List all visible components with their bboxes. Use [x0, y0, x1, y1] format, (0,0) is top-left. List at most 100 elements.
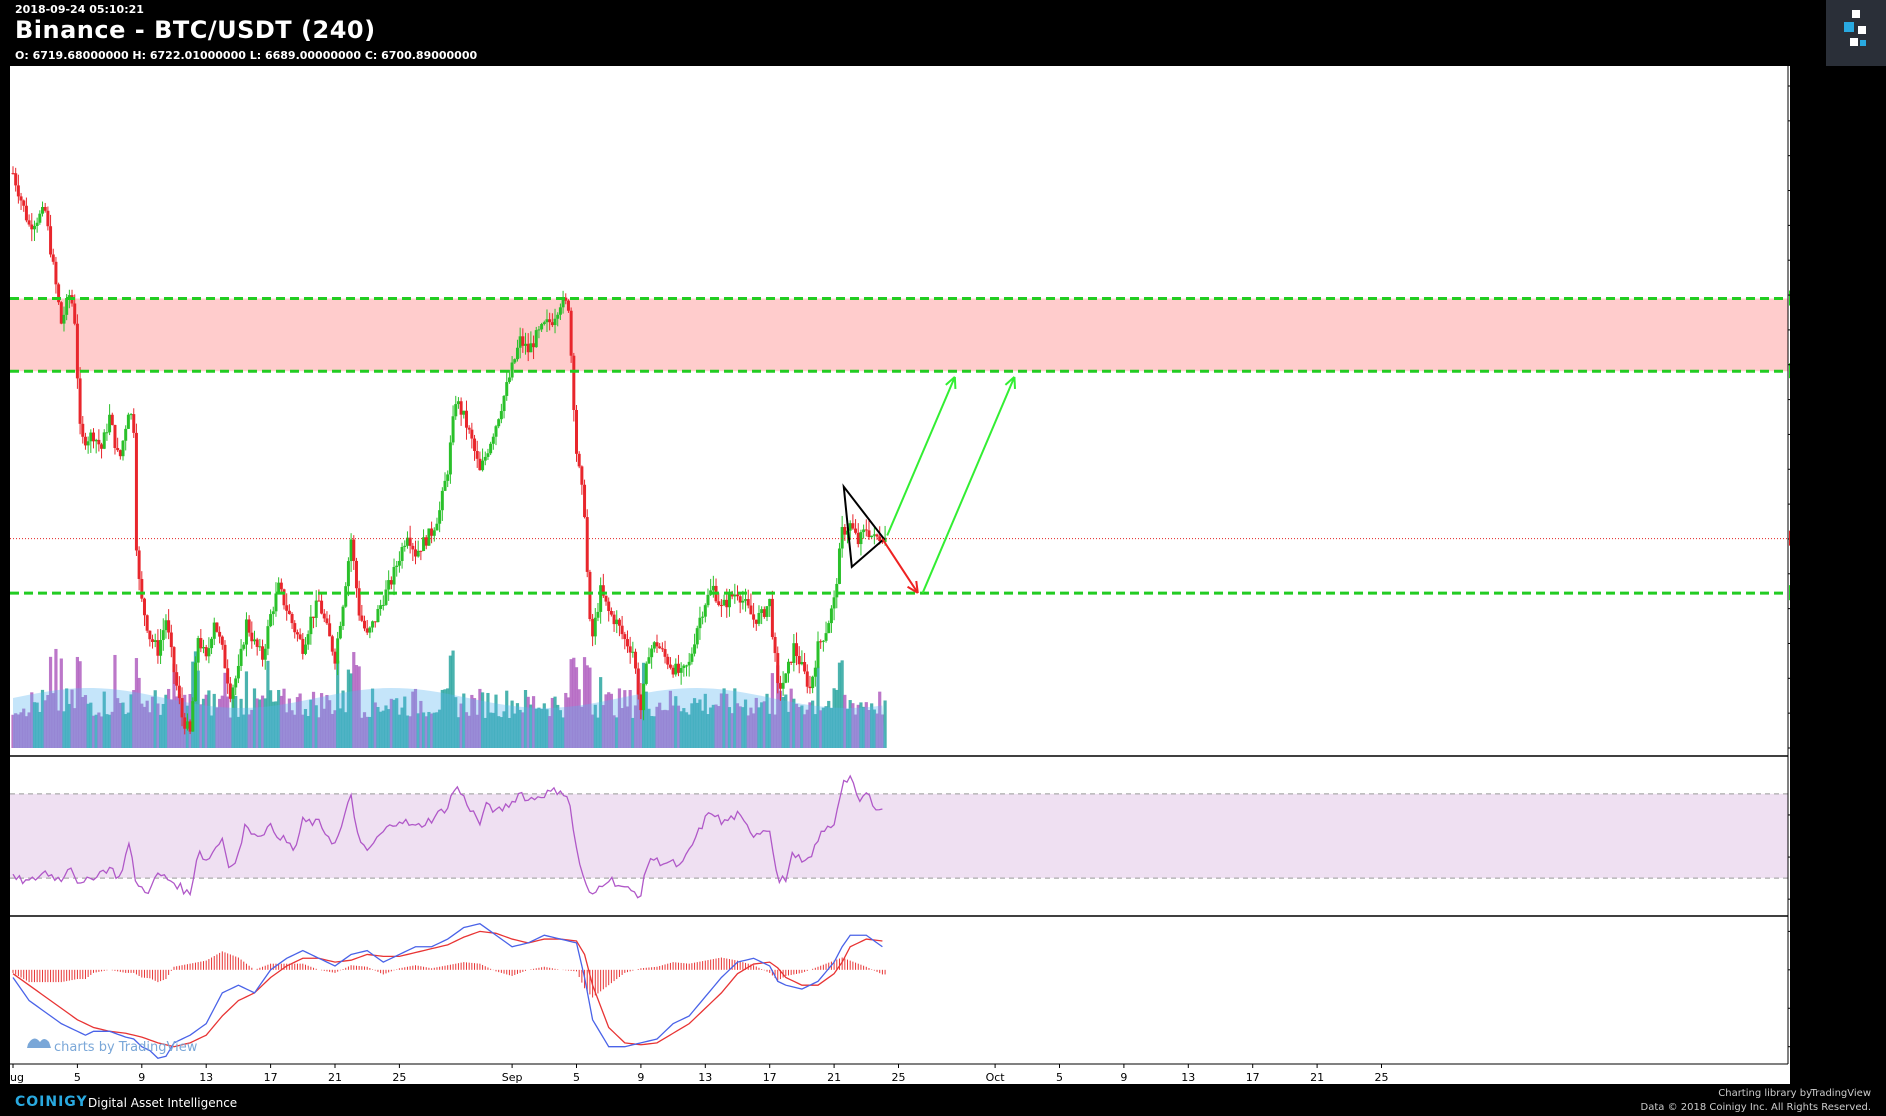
volume-bar [51, 693, 55, 748]
candle-body [365, 628, 369, 633]
candle-body [872, 534, 876, 536]
candle-body [287, 610, 291, 615]
candle-body [636, 668, 640, 695]
footer-brand[interactable]: COINIGY [15, 1094, 88, 1110]
volume-bar [432, 712, 436, 748]
red-arrow-head [907, 585, 919, 594]
triangle-pattern [842, 483, 886, 569]
candle-body [156, 640, 160, 656]
coinigy-logo-icon [1844, 10, 1866, 46]
volume-bar [730, 713, 734, 748]
candle-body [497, 419, 501, 427]
candle-body [381, 604, 385, 606]
footer-tradingview[interactable]: TradingView [1810, 1088, 1871, 1099]
candle-body [835, 583, 839, 598]
volume-bar [735, 703, 740, 748]
volume-bar [840, 660, 844, 748]
volume-bar [652, 716, 656, 748]
candle-body [185, 721, 189, 729]
volume-bar [354, 665, 359, 748]
candle-body [717, 601, 721, 606]
candle-body [293, 623, 297, 633]
candle-body [295, 632, 299, 635]
volume-bar [770, 673, 774, 748]
coinigy-logo[interactable] [1826, 0, 1886, 66]
candle-body [467, 427, 471, 430]
volume-bar [738, 706, 742, 748]
volume-bar [413, 688, 418, 748]
candle-body [679, 668, 683, 673]
volume-bar [558, 710, 562, 748]
volume-bar [290, 710, 294, 748]
chart-canvas[interactable]: 7390.032902887181.430801746544.411378378… [10, 66, 1790, 1084]
candle-body [62, 314, 66, 324]
candle-body [795, 643, 799, 657]
volume-bar [408, 716, 412, 748]
candle-body [132, 414, 136, 433]
volume-bar [67, 703, 71, 748]
candle-body [470, 429, 474, 439]
candle-body [789, 661, 793, 663]
volume-bar [285, 712, 289, 748]
time-tick-label: 9 [637, 1071, 644, 1084]
resistance-zone [10, 298, 1788, 372]
volume-bar [792, 698, 796, 748]
volume-bar [743, 699, 748, 748]
volume-bar [73, 708, 77, 748]
volume-bar [22, 708, 26, 748]
volume-bar [336, 660, 340, 748]
volume-bar [24, 716, 29, 748]
volume-bar [591, 714, 595, 748]
chart-svg[interactable]: 7390.032902887181.430801746544.411378378… [10, 66, 1790, 1084]
volume-bar [454, 697, 458, 748]
volume-bar [301, 714, 305, 748]
candle-body [236, 665, 240, 679]
volume-bar [835, 689, 839, 748]
candle-body [226, 668, 230, 684]
volume-bar [773, 714, 777, 748]
candle-body [258, 646, 262, 648]
chart-timestamp: 2018-09-24 05:10:21 [15, 3, 144, 16]
volume-bar [48, 656, 53, 748]
volume-bar [765, 693, 769, 748]
candle-body [414, 549, 417, 557]
volume-bar [333, 710, 337, 748]
volume-bar [419, 700, 423, 748]
candle-body [67, 295, 71, 299]
candle-body [744, 599, 748, 601]
footer-bar: COINIGY Digital Asset Intelligence Chart… [0, 1086, 1886, 1116]
volume-bar [676, 705, 681, 748]
candle-body [202, 647, 206, 649]
candle-body [577, 453, 581, 467]
candle-body [770, 598, 774, 638]
candle-body [786, 661, 790, 674]
volume-bar [588, 667, 592, 748]
candle-body [301, 638, 305, 654]
time-tick-label: 13 [698, 1071, 712, 1084]
candle-body [416, 550, 420, 557]
volume-bar [161, 703, 165, 748]
volume-bar [462, 693, 466, 748]
volume-bar [701, 710, 705, 748]
volume-bar [553, 696, 557, 748]
volume-bar [719, 693, 723, 748]
candle-body [481, 460, 485, 471]
time-tick-label: 9 [1120, 1071, 1127, 1084]
candle-body [513, 359, 517, 363]
volume-bar [263, 698, 267, 748]
volume-bar [215, 707, 219, 748]
volume-bar [870, 703, 874, 748]
candle-body [518, 336, 522, 348]
volume-bar [776, 665, 780, 748]
candle-body [784, 673, 788, 683]
candle-body [43, 206, 47, 211]
volume-bar [298, 693, 302, 748]
candle-body [317, 600, 321, 602]
volume-bar [199, 704, 203, 748]
volume-bar [617, 688, 622, 748]
candle-body [583, 484, 587, 518]
volume-bar [43, 700, 47, 748]
volume-bar [853, 714, 858, 748]
volume-bar [515, 703, 520, 748]
volume-bar [470, 694, 474, 748]
